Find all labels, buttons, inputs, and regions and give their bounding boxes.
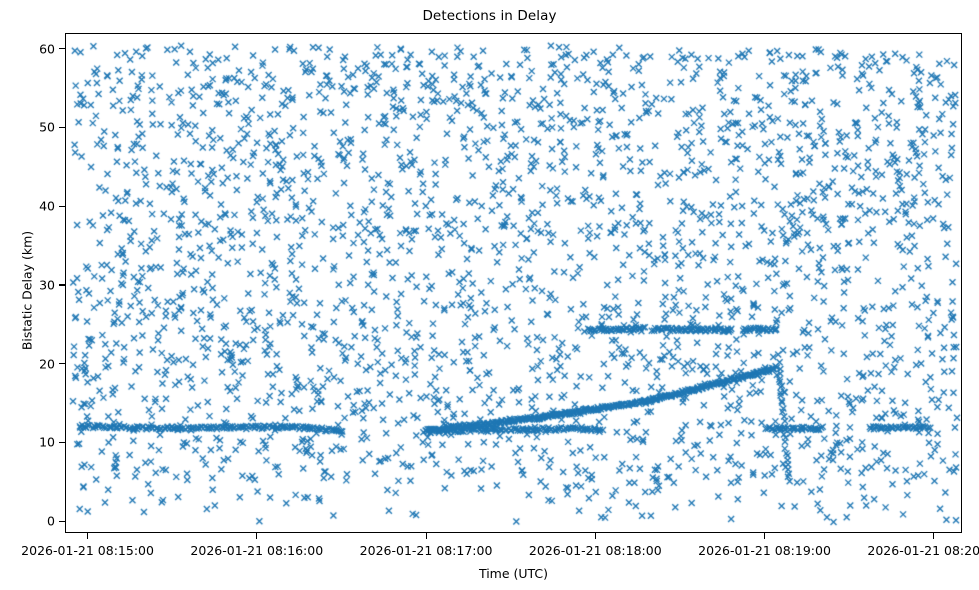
y-tick-mark	[59, 520, 65, 522]
y-tick-mark	[59, 363, 65, 365]
y-tick-mark	[59, 48, 65, 50]
x-tick-mark	[764, 533, 766, 539]
y-tick-mark	[59, 441, 65, 444]
x-tick-label: 2026-01-21 08:17:00	[359, 543, 493, 558]
plot-axes-area	[65, 33, 962, 533]
x-tick-label: 2026-01-21 08:20:00	[867, 543, 979, 558]
x-tick-label: 2026-01-21 08:18:00	[528, 543, 662, 558]
y-tick-label: 10	[39, 434, 55, 450]
y-axis-label: Bistatic Delay (km)	[19, 230, 35, 351]
y-tick-label: 40	[39, 198, 55, 214]
y-tick-label: 60	[39, 41, 55, 57]
y-tick-mark	[59, 205, 65, 207]
x-tick-mark	[256, 533, 258, 539]
x-axis-label: Time (UTC)	[478, 566, 549, 581]
x-tick-label: 2026-01-21 08:16:00	[190, 543, 324, 558]
x-tick-label: 2026-01-21 08:19:00	[698, 543, 831, 558]
y-tick-label: 30	[39, 277, 55, 293]
x-tick-label: 2026-01-21 08:15:00	[21, 543, 154, 558]
x-tick-mark	[87, 533, 89, 539]
y-tick-label: 0	[47, 513, 55, 529]
y-tick-mark	[59, 284, 65, 286]
y-tick-mark	[59, 126, 65, 129]
x-tick-mark	[594, 533, 596, 539]
scatter-plot-canvas	[66, 34, 961, 532]
y-tick-label: 50	[39, 119, 55, 135]
y-tick-label: 20	[39, 356, 55, 372]
x-tick-mark	[933, 533, 935, 539]
chart-title: Detections in Delay	[422, 8, 557, 24]
x-tick-mark	[425, 533, 427, 539]
